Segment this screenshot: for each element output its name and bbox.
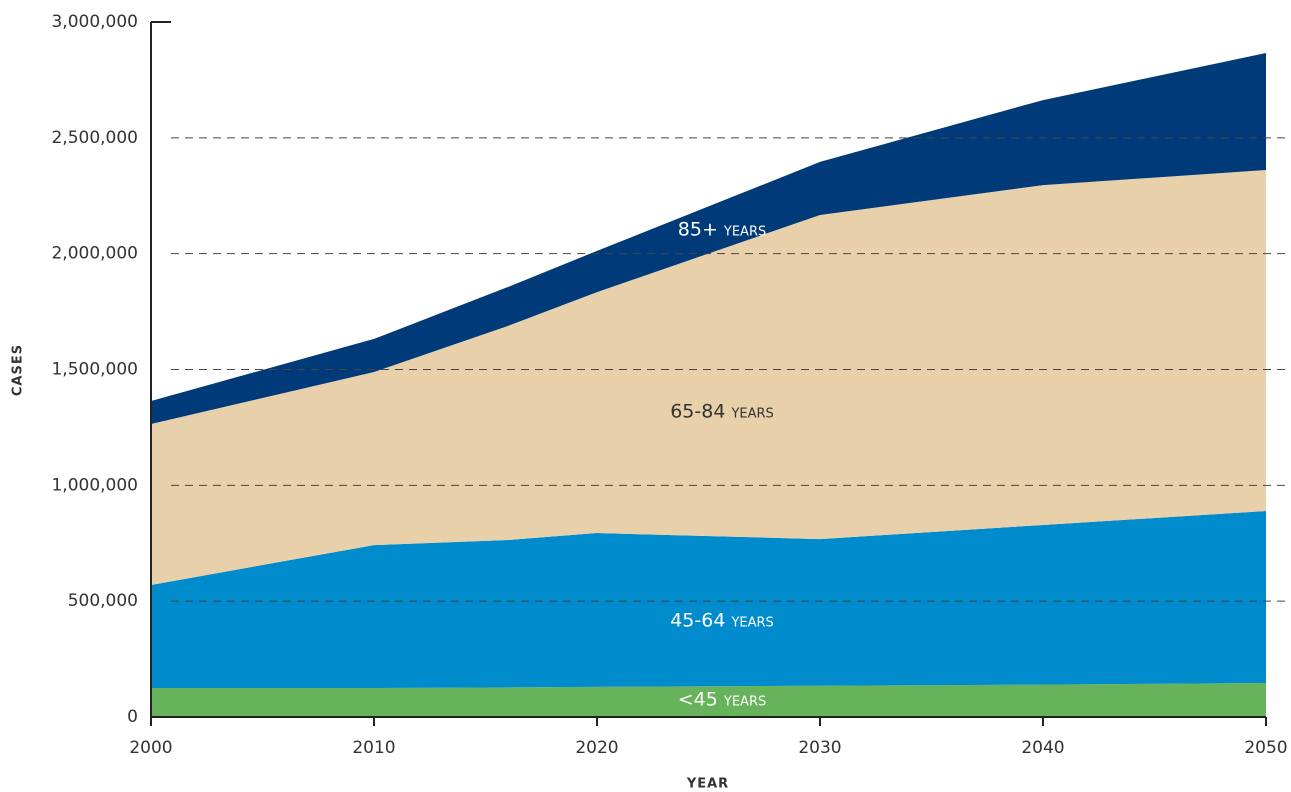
x-tick-label: 2010 <box>352 738 395 758</box>
series-label: 45-64 years <box>670 610 774 632</box>
y-tick-label: 2,000,000 <box>51 244 138 264</box>
area <box>151 53 1266 424</box>
x-axis-title: YEAR <box>686 777 729 792</box>
x-tick-label: 2030 <box>798 738 841 758</box>
series-label: 65-84 years <box>670 401 774 423</box>
y-tick-label: 1,500,000 <box>51 360 138 380</box>
area <box>151 511 1266 689</box>
y-tick-label: 3,000,000 <box>51 12 138 32</box>
y-tick-label: 1,000,000 <box>51 475 138 495</box>
x-tick-label: 2020 <box>575 738 618 758</box>
y-axis-title: CASES <box>11 344 26 396</box>
x-tick-label: 2040 <box>1021 738 1064 758</box>
y-tick-label: 500,000 <box>68 591 138 611</box>
x-tick-label: 2050 <box>1244 738 1287 758</box>
y-tick-label: 0 <box>127 707 138 727</box>
area <box>151 682 1266 717</box>
series-label: 85+ years <box>678 219 766 241</box>
area <box>151 170 1266 585</box>
y-tick-label: 2,500,000 <box>51 128 138 148</box>
x-tick-label: 2000 <box>129 738 172 758</box>
series-label: <45 years <box>678 689 766 711</box>
